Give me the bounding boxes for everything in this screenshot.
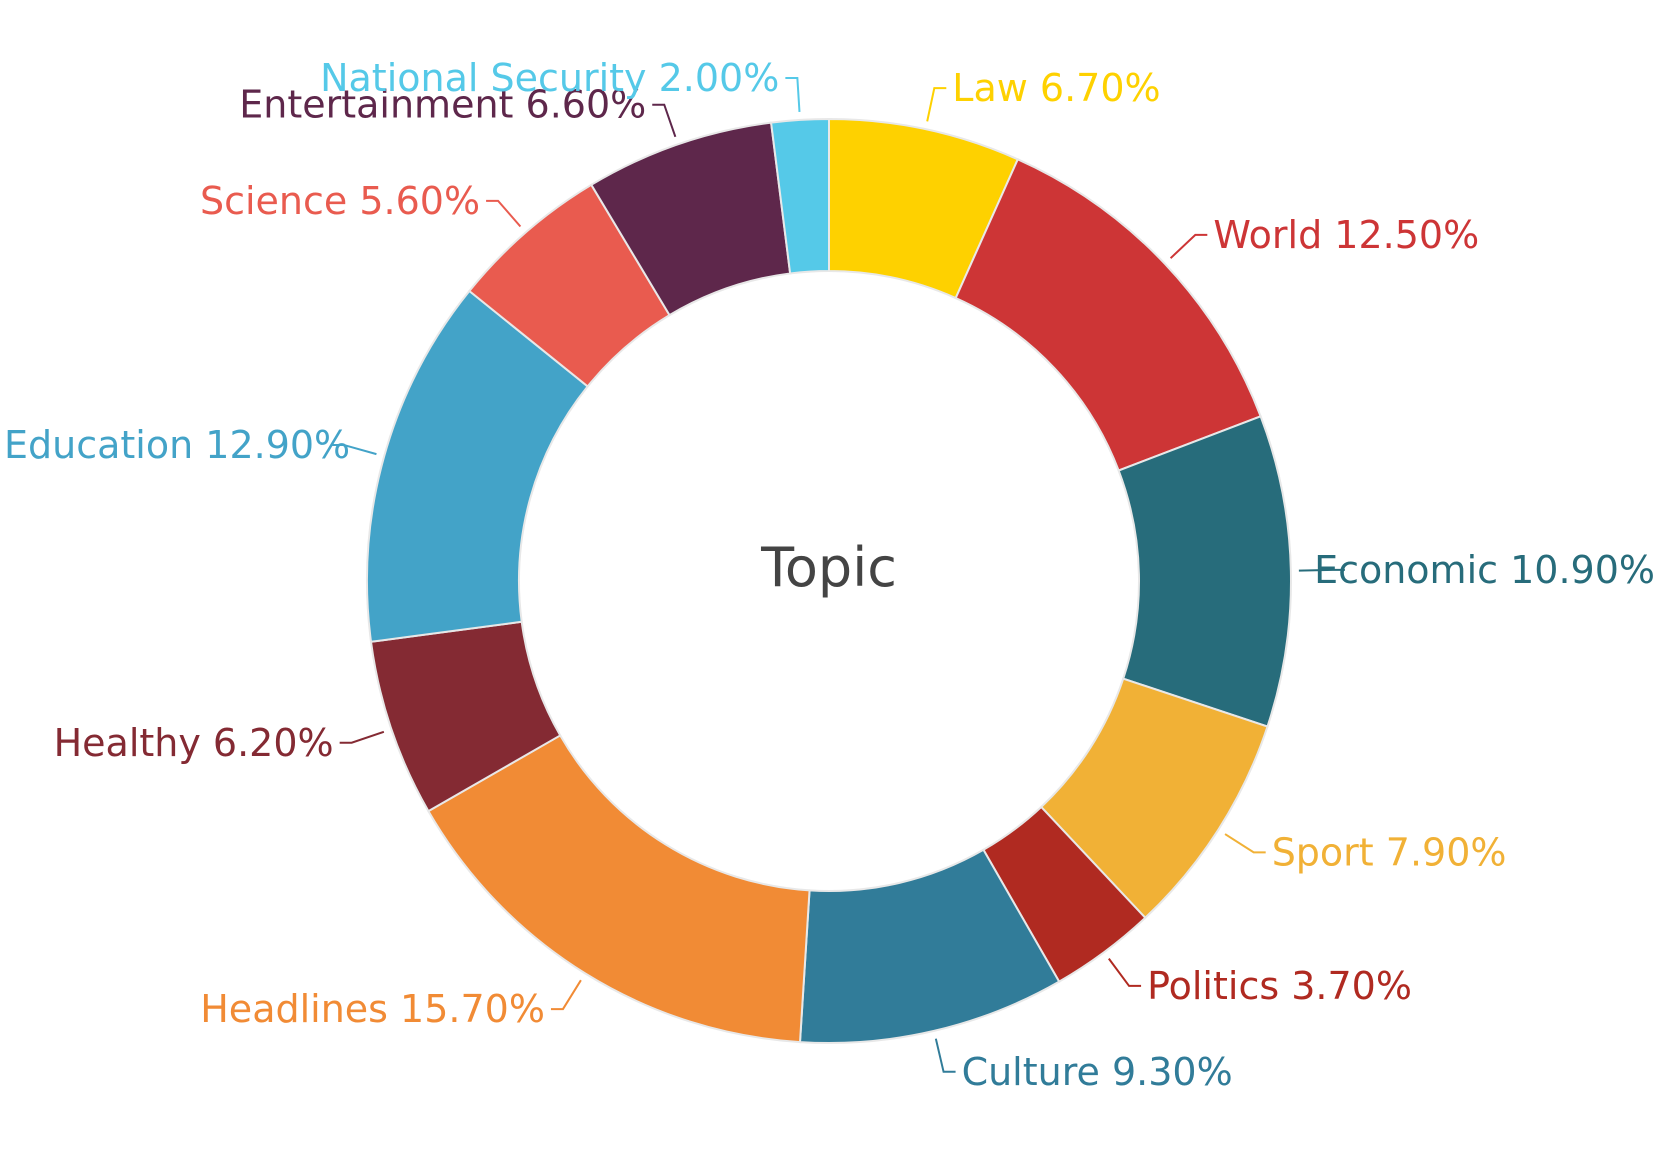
leader-line-healthy xyxy=(339,730,385,744)
leader-line-national-security xyxy=(785,76,801,112)
donut-slices xyxy=(366,117,1292,1044)
slice-label-politics: Politics 3.70% xyxy=(1147,964,1412,1008)
slice-label-sport: Sport 7.90% xyxy=(1272,830,1507,874)
slice-label-culture: Culture 9.30% xyxy=(962,1050,1233,1094)
slice-labels: Law 6.70% World 12.50% Economic 10.90% Spor… xyxy=(4,56,1655,1094)
slice-label-education: Education 12.90% xyxy=(4,423,350,467)
slice-label-world: World 12.50% xyxy=(1213,213,1479,257)
leader-line-culture xyxy=(934,1038,956,1073)
slice-economic xyxy=(1117,415,1292,728)
slice-label-economic: Economic 10.90% xyxy=(1314,548,1655,592)
slice-label-entertainment: Entertainment 6.60% xyxy=(239,83,646,127)
leader-line-entertainment xyxy=(652,103,677,138)
leader-line-law xyxy=(926,87,947,122)
leader-line-sport xyxy=(1224,833,1266,854)
leader-line-science xyxy=(486,199,522,228)
slice-label-headlines: Headlines 15.70% xyxy=(200,987,545,1031)
leader-line-education xyxy=(331,443,377,456)
slice-label-healthy: Healthy 6.20% xyxy=(54,721,334,765)
slice-national-security xyxy=(769,117,830,275)
label-leader-lines xyxy=(331,76,1345,1073)
slice-label-law: Law 6.70% xyxy=(952,66,1160,110)
chart-title: Topic xyxy=(760,536,897,599)
slice-world xyxy=(954,158,1262,472)
slice-label-science: Science 5.60% xyxy=(200,179,480,223)
slice-headlines xyxy=(427,734,811,1044)
slice-label-national-security: National Security 2.00% xyxy=(320,56,779,100)
leader-line-politics xyxy=(1108,958,1142,987)
leader-line-headlines xyxy=(550,979,582,1011)
leader-line-economic xyxy=(1298,568,1345,572)
leader-line-world xyxy=(1169,233,1208,259)
